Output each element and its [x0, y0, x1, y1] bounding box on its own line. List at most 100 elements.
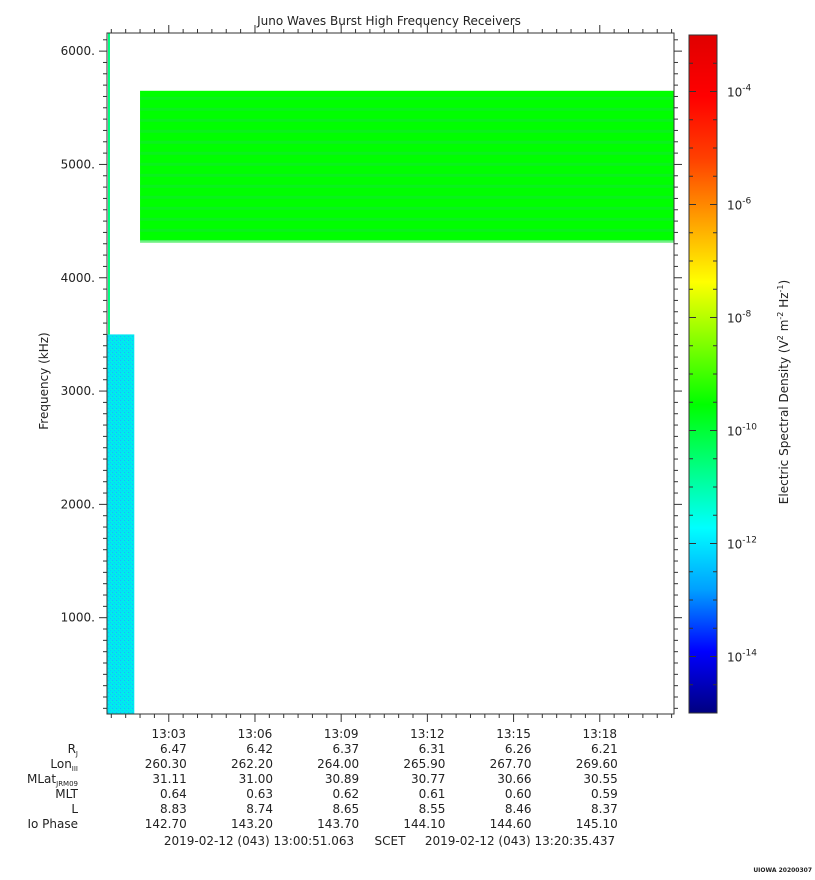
- x-tick-label: 13:18: [582, 727, 617, 741]
- y-tick-label: 3000.: [61, 384, 95, 398]
- ephem-value: 8.37: [591, 802, 618, 816]
- band-stripe: [140, 151, 674, 155]
- cb-tick-exp: -6: [742, 197, 751, 207]
- ephem-value: 30.77: [411, 772, 445, 786]
- ephem-label: L: [71, 802, 78, 816]
- stamp: UIOWA 20200307: [753, 867, 812, 874]
- ephem-value: 6.47: [160, 742, 187, 756]
- ephem-value: 8.46: [505, 802, 532, 816]
- band-stripe: [140, 239, 674, 243]
- band-stripe: [140, 217, 674, 221]
- ephem-label: MLT: [55, 787, 78, 801]
- cb-tick-base: 10: [727, 199, 742, 213]
- ephem-value: 0.64: [160, 787, 187, 801]
- colorbar: [688, 34, 718, 714]
- y-axis-label: Frequency (kHz): [37, 332, 51, 429]
- y-tick-label: 5000.: [61, 157, 95, 171]
- ephem-value: 6.42: [246, 742, 273, 756]
- ephem-value: 30.89: [325, 772, 359, 786]
- y-axis: 1000. 2000. 3000. 4000. 5000. 6000.: [61, 39, 682, 709]
- cb-label-end: ): [777, 280, 791, 285]
- ephem-value: 6.37: [332, 742, 359, 756]
- ephem-label: RJ: [68, 742, 78, 758]
- ephem-value: 31.00: [239, 772, 273, 786]
- x-tick-label: 13:12: [410, 727, 445, 741]
- ephem-value: 264.00: [317, 757, 359, 771]
- spectrogram-regions: [107, 33, 674, 714]
- cb-tick-label: 10-12: [727, 536, 757, 552]
- ephem-value: 0.63: [246, 787, 273, 801]
- cb-tick-exp: -12: [742, 536, 757, 546]
- ephem-label-sub: J: [75, 750, 78, 758]
- ephem-value: 0.60: [505, 787, 532, 801]
- cb-tick-base: 10: [727, 538, 742, 552]
- band-stripe: [140, 162, 674, 166]
- y-tick-label: 4000.: [61, 271, 95, 285]
- cb-label-exp2: -2: [776, 312, 785, 320]
- ephem-value: 262.20: [231, 757, 273, 771]
- region-low-band: [107, 334, 135, 714]
- ephem-value: 8.74: [246, 802, 273, 816]
- band-stripe: [140, 129, 674, 133]
- ephem-value: 143.20: [231, 817, 273, 831]
- cb-tick-exp: -4: [742, 84, 751, 94]
- band-stripe: [140, 206, 674, 210]
- band-stripe: [140, 96, 674, 100]
- ephem-value: 145.10: [576, 817, 618, 831]
- cb-tick-base: 10: [727, 425, 742, 439]
- ephem-value: 0.62: [332, 787, 359, 801]
- cb-label-exp1: 2: [776, 335, 785, 340]
- ephem-label-main: Lon: [50, 757, 71, 771]
- band-stripe: [140, 118, 674, 122]
- start-time: 2019-02-12 (043) 13:00:51.063: [164, 834, 354, 848]
- ephem-value: 143.70: [317, 817, 359, 831]
- x-tick-label: 13:03: [151, 727, 186, 741]
- start-line: [108, 33, 110, 335]
- ephem-label: MLatJRM09: [27, 772, 78, 788]
- ephem-value: 260.30: [145, 757, 187, 771]
- cb-tick-base: 10: [727, 312, 742, 326]
- ephem-value: 6.21: [591, 742, 618, 756]
- band-stripe: [140, 107, 674, 111]
- cb-tick-base: 10: [727, 651, 742, 665]
- ephem-label-sub: JRM09: [55, 780, 78, 788]
- ephem-value: 0.61: [419, 787, 446, 801]
- x-tick-label: 13:15: [496, 727, 531, 741]
- x-tick-label: 13:09: [324, 727, 359, 741]
- ephem-label-main: R: [68, 742, 76, 756]
- ephem-label-main: MLat: [27, 772, 56, 786]
- ephem-value: 267.70: [490, 757, 532, 771]
- ephem-value: 6.26: [505, 742, 532, 756]
- colorbar-label: Electric Spectral Density (V2 m-2 Hz-1): [776, 280, 791, 504]
- ephem-value: 8.55: [419, 802, 446, 816]
- x-axis: 13:03 13:06 13:09 13:12 13:15 13:18: [110, 25, 673, 741]
- ephem-label-main: L: [71, 802, 78, 816]
- band-stripe: [140, 228, 674, 232]
- band-stripe: [140, 195, 674, 199]
- ephem-label: LonIII: [50, 757, 78, 773]
- cb-tick-exp: -14: [742, 649, 757, 659]
- ephem-value: 8.83: [160, 802, 187, 816]
- cb-tick-label: 10-8: [727, 310, 752, 326]
- cb-tick-base: 10: [727, 86, 742, 100]
- ephem-label-main: MLT: [55, 787, 78, 801]
- y-tick-label: 2000.: [61, 497, 95, 511]
- band-stripe: [140, 173, 674, 177]
- ephem-value: 0.59: [591, 787, 618, 801]
- cb-tick-exp: -8: [742, 310, 751, 320]
- chart-title: Juno Waves Burst High Frequency Receiver…: [256, 14, 521, 28]
- plot-frame: [106, 32, 675, 715]
- cb-label-mid: m: [777, 320, 791, 336]
- ephem-label-sub: III: [72, 765, 78, 773]
- ephem-value: 142.70: [145, 817, 187, 831]
- end-time: 2019-02-12 (043) 13:20:35.437: [425, 834, 615, 848]
- ephem-value: 269.60: [576, 757, 618, 771]
- ephem-label-main: Io Phase: [27, 817, 78, 831]
- ephem-value: 144.60: [490, 817, 532, 831]
- ephem-value: 265.90: [403, 757, 445, 771]
- ephem-value: 6.31: [419, 742, 446, 756]
- y-tick-label: 1000.: [61, 611, 95, 625]
- ephem-label: Io Phase: [27, 817, 78, 831]
- ephem-value: 144.10: [403, 817, 445, 831]
